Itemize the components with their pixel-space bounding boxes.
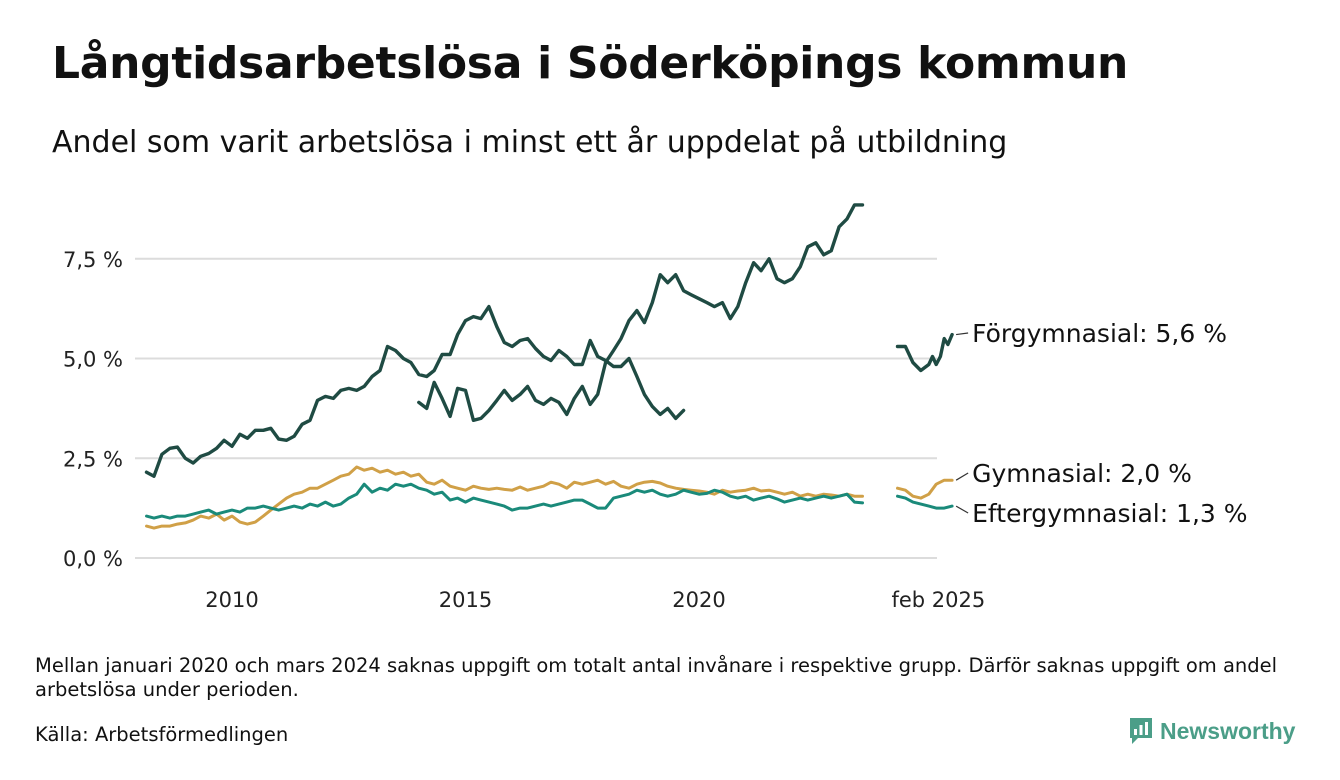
- label-connector: [955, 505, 969, 514]
- series-line-förgymnasial: [895, 332, 954, 373]
- series-line-eftergymnasial: [896, 494, 954, 510]
- series-line-förgymnasial: [417, 203, 865, 422]
- y-tick-label: 2,5 %: [63, 447, 123, 471]
- x-tick-label: 2020: [672, 588, 725, 612]
- grid-lines: [135, 257, 937, 559]
- y-tick-label: 7,5 %: [63, 248, 123, 272]
- series-line-förgymnasial: [144, 304, 686, 478]
- y-tick-label: 0,0 %: [63, 547, 123, 571]
- x-tick-label: feb 2025: [891, 588, 985, 612]
- x-tick-label: 2015: [439, 588, 492, 612]
- chart-subtitle: Andel som varit arbetslösa i minst ett å…: [52, 125, 1008, 160]
- newsworthy-logo: Newsworthy: [1128, 716, 1295, 746]
- series-line-gymnasial: [145, 465, 864, 530]
- source-text: Källa: Arbetsförmedlingen: [35, 723, 289, 746]
- series-line-eftergymnasial: [145, 482, 864, 520]
- chart-area: 0,0 % 2,5 % 5,0 % 7,5 % 2010 2015 2020 feb 202…: [63, 203, 1248, 612]
- x-axis: 2010 2015 2020 feb 2025: [205, 588, 985, 612]
- chart-note: Mellan januari 2020 och mars 2024 saknas…: [35, 654, 1278, 701]
- bar-chart-icon: [1130, 718, 1152, 744]
- series-lines: [144, 203, 954, 530]
- brand-name: Newsworthy: [1160, 717, 1296, 744]
- end-label-förgymnasial: Förgymnasial: 5,6 %: [972, 319, 1227, 348]
- series-line-gymnasial: [896, 478, 954, 500]
- end-label-eftergymnasial: Eftergymnasial: 1,3 %: [972, 499, 1247, 528]
- y-axis: 0,0 % 2,5 % 5,0 % 7,5 %: [63, 248, 123, 571]
- end-label-gymnasial: Gymnasial: 2,0 %: [972, 459, 1192, 488]
- x-tick-label: 2010: [205, 588, 258, 612]
- y-tick-label: 5,0 %: [63, 348, 123, 372]
- chart-title: Långtidsarbetslösa i Söderköpings kommun: [52, 38, 1129, 89]
- end-labels: Förgymnasial: 5,6 % Gymnasial: 2,0 % Efter…: [955, 319, 1248, 528]
- label-connector: [956, 332, 969, 336]
- label-connector: [955, 472, 969, 481]
